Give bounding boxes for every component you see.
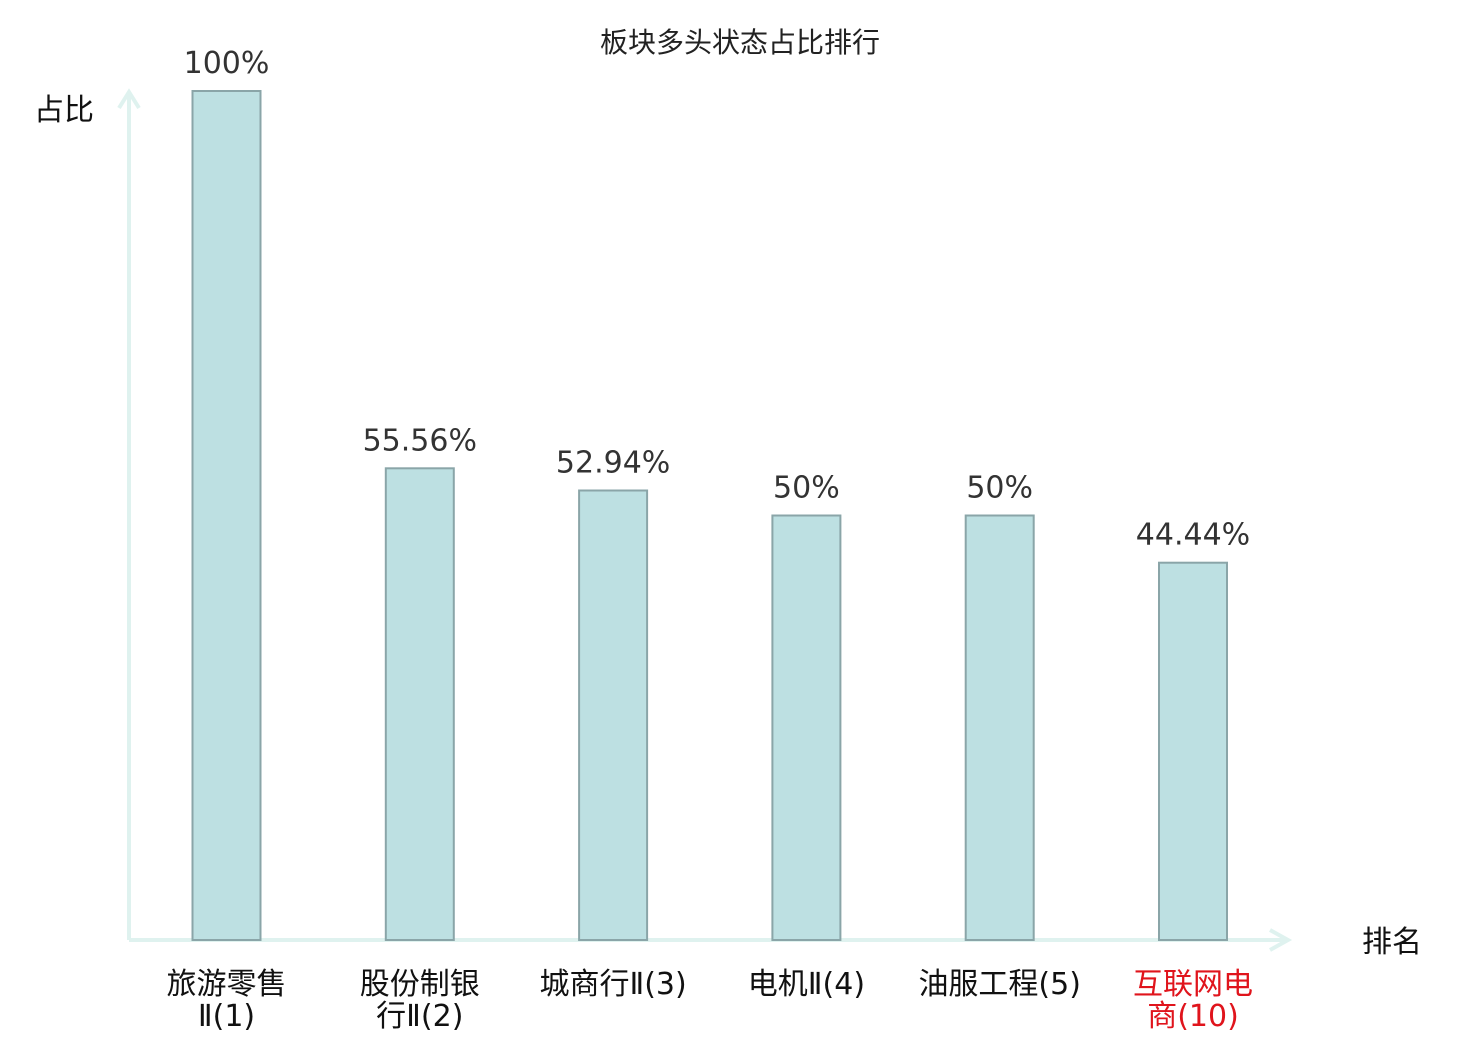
y-axis-arrow-icon xyxy=(117,88,141,110)
bar-3 xyxy=(578,489,649,941)
bar-2 xyxy=(384,467,455,941)
bar-value-label-4: 50% xyxy=(773,471,840,506)
bar-value-label-6: 44.44% xyxy=(1136,518,1250,553)
x-axis-label: 排名 xyxy=(1362,925,1422,960)
bars-group xyxy=(191,90,1228,941)
x-tick-label-2: 股份制银行Ⅱ(2) xyxy=(360,967,480,1034)
x-tick-label-4: 电机Ⅱ(4) xyxy=(748,967,865,1002)
bar-value-label-2: 55.56% xyxy=(363,423,477,458)
bar-value-label-5: 50% xyxy=(966,471,1033,506)
bar-value-label-3: 52.94% xyxy=(556,446,670,481)
x-axis xyxy=(129,928,1293,952)
chart-title: 板块多头状态占比排行 xyxy=(600,26,880,59)
bar-1 xyxy=(191,90,262,941)
bar-4 xyxy=(771,514,842,941)
x-tick-label-6: 互联网电商(10) xyxy=(1133,967,1253,1034)
x-tick-labels-group: 旅游零售 Ⅱ(1) 股份制银行Ⅱ(2) 城商行Ⅱ(3) 电机Ⅱ(4) 油服工程(5) 互联网… xyxy=(167,967,1254,1034)
y-axis xyxy=(117,88,141,940)
bar-value-label-1: 100% xyxy=(184,46,270,81)
x-axis-arrow-icon xyxy=(1269,928,1293,952)
bar-5 xyxy=(964,514,1035,941)
bar-6 xyxy=(1158,561,1228,941)
x-tick-label-5: 油服工程(5) xyxy=(918,967,1081,1002)
x-tick-label-3: 城商行Ⅱ(3) xyxy=(539,967,686,1002)
x-tick-label-1: 旅游零售 Ⅱ(1) xyxy=(167,967,287,1034)
y-axis-label: 占比 xyxy=(34,93,94,128)
value-labels-group: 100% 55.56% 52.94% 50% 50% 44.44% xyxy=(184,46,1251,553)
